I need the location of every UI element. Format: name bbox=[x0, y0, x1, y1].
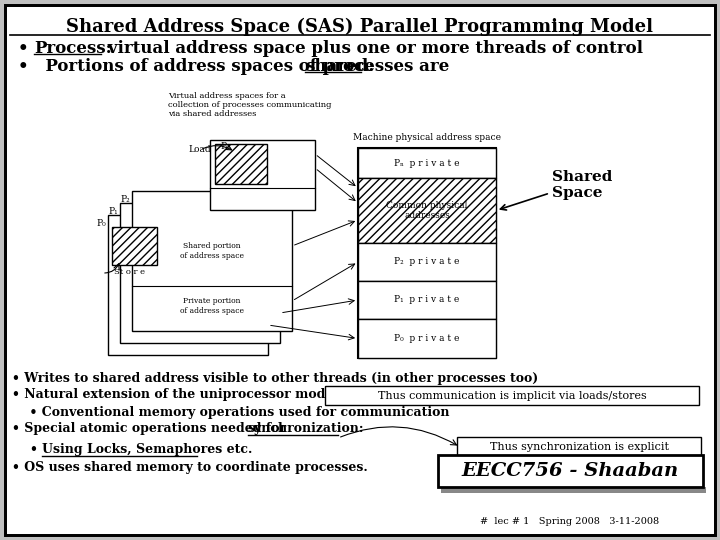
Bar bbox=[358, 178, 496, 243]
Text: #  lec # 1   Spring 2008   3-11-2008: # lec # 1 Spring 2008 3-11-2008 bbox=[480, 517, 660, 526]
Text: synchronization:: synchronization: bbox=[248, 422, 364, 435]
Bar bbox=[441, 487, 706, 493]
Text: Virtual address spaces for a
collection of processes communicating
via shared ad: Virtual address spaces for a collection … bbox=[168, 92, 331, 118]
Text: Shared Address Space (SAS) Parallel Programming Model: Shared Address Space (SAS) Parallel Prog… bbox=[66, 18, 654, 36]
Text: • Natural extension of the uniprocessor model:: • Natural extension of the uniprocessor … bbox=[12, 388, 343, 401]
Bar bbox=[215, 144, 267, 184]
Text: St o r e: St o r e bbox=[114, 268, 145, 276]
Text: Process:: Process: bbox=[34, 40, 112, 57]
Text: Common physical
addresses: Common physical addresses bbox=[387, 201, 468, 220]
Text: EECC756 - Shaaban: EECC756 - Shaaban bbox=[462, 462, 678, 480]
Text: Thus synchronization is explicit: Thus synchronization is explicit bbox=[490, 442, 668, 452]
Bar bbox=[438, 455, 703, 487]
Text: Pₙ  p r i v a t e: Pₙ p r i v a t e bbox=[395, 159, 460, 167]
Text: P₂: P₂ bbox=[120, 195, 130, 204]
Text: • OS uses shared memory to coordinate processes.: • OS uses shared memory to coordinate pr… bbox=[12, 461, 368, 474]
Bar bbox=[358, 243, 496, 281]
Text: P₀: P₀ bbox=[220, 142, 230, 151]
Text: Thus communication is implicit via loads/stores: Thus communication is implicit via loads… bbox=[377, 391, 647, 401]
Bar bbox=[132, 191, 292, 331]
Text: Shared portion
of address space: Shared portion of address space bbox=[180, 242, 244, 260]
Bar bbox=[120, 203, 280, 343]
FancyBboxPatch shape bbox=[457, 437, 701, 456]
Text: Machine physical address space: Machine physical address space bbox=[353, 133, 501, 142]
Bar bbox=[358, 148, 496, 358]
Text: • Special atomic operations needed for: • Special atomic operations needed for bbox=[12, 422, 290, 435]
Text: shared:: shared: bbox=[305, 58, 374, 75]
Bar bbox=[358, 148, 496, 178]
Text: Portions of address spaces of processes are: Portions of address spaces of processes … bbox=[34, 58, 455, 75]
Bar bbox=[108, 215, 268, 355]
FancyBboxPatch shape bbox=[325, 386, 699, 405]
Text: •: • bbox=[30, 443, 42, 456]
Text: P₁  p r i v a t e: P₁ p r i v a t e bbox=[395, 295, 459, 305]
Text: P₀: P₀ bbox=[96, 219, 106, 228]
Bar bbox=[112, 227, 157, 265]
Text: • Writes to shared address visible to other threads (in other processes too): • Writes to shared address visible to ot… bbox=[12, 372, 539, 385]
Text: Private portion
of address space: Private portion of address space bbox=[180, 298, 244, 315]
Text: P₀  p r i v a t e: P₀ p r i v a t e bbox=[395, 334, 459, 343]
Bar bbox=[358, 319, 496, 358]
Text: • Conventional memory operations used for communication: • Conventional memory operations used fo… bbox=[12, 406, 449, 419]
Text: •: • bbox=[18, 40, 29, 57]
Text: Using Locks, Semaphores etc.: Using Locks, Semaphores etc. bbox=[42, 443, 253, 456]
Text: P₂  p r i v a t e: P₂ p r i v a t e bbox=[395, 258, 459, 267]
Text: P₁: P₁ bbox=[109, 207, 118, 216]
Bar bbox=[210, 140, 315, 210]
Text: virtual address space plus one or more threads of control: virtual address space plus one or more t… bbox=[102, 40, 643, 57]
Text: Load: Load bbox=[188, 145, 211, 154]
Text: •: • bbox=[18, 58, 29, 75]
Bar bbox=[358, 281, 496, 319]
Text: Shared
Space: Shared Space bbox=[552, 170, 613, 200]
